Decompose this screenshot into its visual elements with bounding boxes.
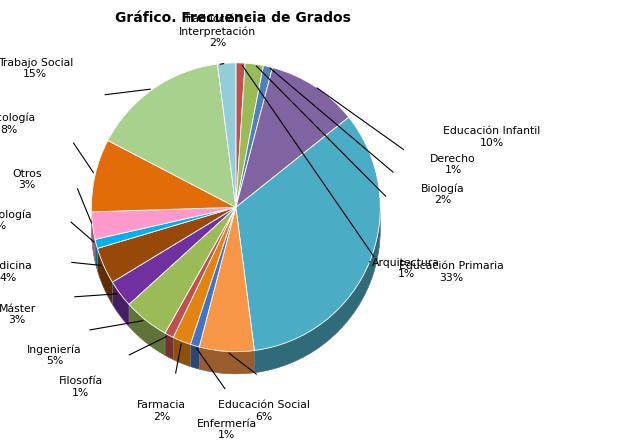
Wedge shape: [91, 141, 236, 212]
Wedge shape: [191, 207, 236, 347]
Text: Medicina
4%: Medicina 4%: [0, 261, 32, 283]
Text: Educación Infantil
10%: Educación Infantil 10%: [443, 126, 540, 148]
Text: Máster
3%: Máster 3%: [0, 304, 36, 325]
Wedge shape: [236, 85, 245, 229]
Wedge shape: [108, 64, 236, 207]
Wedge shape: [91, 163, 236, 234]
Wedge shape: [236, 85, 264, 229]
Polygon shape: [129, 305, 165, 355]
Text: Odontología
1%: Odontología 1%: [0, 209, 32, 231]
Wedge shape: [236, 68, 349, 207]
Polygon shape: [97, 248, 113, 305]
Text: Otros
3%: Otros 3%: [12, 169, 42, 191]
Text: Trabajo Social
15%: Trabajo Social 15%: [0, 57, 73, 79]
Wedge shape: [95, 229, 236, 271]
Wedge shape: [236, 63, 264, 207]
Wedge shape: [113, 207, 236, 305]
Text: Derecho
1%: Derecho 1%: [430, 154, 476, 175]
Wedge shape: [199, 229, 254, 374]
Polygon shape: [95, 240, 97, 271]
Polygon shape: [199, 347, 254, 374]
Wedge shape: [236, 117, 381, 351]
Wedge shape: [199, 207, 254, 352]
Wedge shape: [236, 139, 381, 373]
Wedge shape: [92, 229, 236, 262]
Text: Gráfico. Frecuencia de Grados: Gráfico. Frecuencia de Grados: [114, 11, 351, 25]
Wedge shape: [95, 207, 236, 248]
Wedge shape: [165, 207, 236, 337]
Text: Enfermería
1%: Enfermería 1%: [196, 419, 257, 440]
Text: Biología
2%: Biología 2%: [421, 183, 465, 206]
Polygon shape: [92, 212, 95, 262]
Wedge shape: [191, 229, 236, 369]
Polygon shape: [191, 344, 199, 369]
Wedge shape: [92, 207, 236, 240]
Text: Psicología
8%: Psicología 8%: [0, 113, 36, 135]
Wedge shape: [236, 65, 272, 207]
Wedge shape: [236, 88, 272, 229]
Wedge shape: [236, 90, 349, 229]
Polygon shape: [165, 333, 173, 360]
Wedge shape: [97, 207, 236, 282]
Text: Arquitectura
1%: Arquitectura 1%: [372, 258, 440, 279]
Text: Educación Primaria
33%: Educación Primaria 33%: [399, 261, 504, 283]
Wedge shape: [218, 63, 236, 207]
Text: Educación Social
6%: Educación Social 6%: [218, 400, 309, 422]
Wedge shape: [129, 207, 236, 333]
Text: Farmacia
2%: Farmacia 2%: [137, 400, 186, 422]
Polygon shape: [113, 282, 129, 327]
Wedge shape: [97, 229, 236, 305]
Wedge shape: [129, 229, 236, 355]
Text: Filosofía
1%: Filosofía 1%: [58, 376, 103, 398]
Text: Traducción e
Interpretación
2%: Traducción e Interpretación 2%: [179, 15, 256, 48]
Wedge shape: [113, 229, 236, 327]
Wedge shape: [218, 85, 236, 229]
Wedge shape: [173, 207, 236, 344]
Polygon shape: [173, 337, 191, 366]
Wedge shape: [108, 86, 236, 229]
Text: Ingeniería
5%: Ingeniería 5%: [27, 344, 82, 366]
Wedge shape: [236, 63, 245, 207]
Polygon shape: [254, 208, 381, 373]
Wedge shape: [165, 229, 236, 360]
Wedge shape: [173, 229, 236, 366]
